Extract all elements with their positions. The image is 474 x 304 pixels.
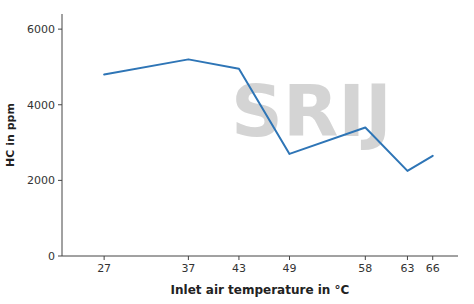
x-tick [104, 256, 105, 260]
x-tick-label: 63 [400, 262, 414, 275]
y-tick-label: 4000 [27, 99, 55, 112]
x-tick-label: 49 [282, 262, 296, 275]
x-tick-label: 37 [181, 262, 195, 275]
y-tick [58, 104, 62, 105]
y-tick-label: 2000 [27, 174, 55, 187]
x-tick [289, 256, 290, 260]
chart: SRIJ 27 37 43 49 58 63 66 0 2000 4000 6000 Inlet air… [0, 0, 474, 304]
chart-container: SRIJ 27 37 43 49 58 63 66 0 2000 4000 6000 Inlet air… [0, 0, 474, 304]
x-tick-label: 43 [232, 262, 246, 275]
x-tick [365, 256, 366, 260]
x-axis-line [62, 256, 458, 257]
data-line [104, 59, 433, 171]
plot-area [104, 59, 433, 171]
y-axis-label: HC in ppm [4, 103, 17, 167]
y-tick [58, 180, 62, 181]
watermark: SRIJ [231, 69, 392, 153]
x-tick-label: 58 [358, 262, 372, 275]
y-tick-label: 0 [48, 250, 55, 263]
y-tick [58, 29, 62, 30]
y-axis-line [62, 14, 63, 256]
x-tick-label: 66 [426, 262, 440, 275]
x-tick [188, 256, 189, 260]
y-tick [58, 256, 62, 257]
x-tick [432, 256, 433, 260]
x-tick-label: 27 [97, 262, 111, 275]
x-tick [407, 256, 408, 260]
x-axis-label: Inlet air temperature in °C [171, 283, 350, 297]
y-tick-label: 6000 [27, 23, 55, 36]
x-tick [238, 256, 239, 260]
